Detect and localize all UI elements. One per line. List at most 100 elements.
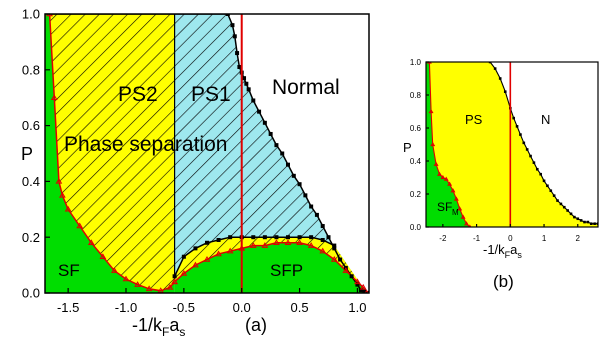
- panel-b-normal-boundary-point: [556, 199, 559, 202]
- panel-b-sf-boundary-point: [457, 206, 463, 211]
- panel-b-sf-boundary-point: [447, 181, 453, 186]
- panel-a-y-tick-label: 0.6: [22, 118, 40, 133]
- panel-a-sfp-upper-point: [274, 235, 279, 240]
- panel-a-normal-boundary-point: [291, 173, 296, 178]
- panel-a-y-tick-label: 0.4: [22, 174, 40, 189]
- panel-b-y-tick-label: 0.8: [410, 91, 422, 100]
- panel-a-region-label-ps2: PS2: [118, 83, 158, 106]
- panel-b-normal-boundary-point: [503, 90, 507, 93]
- panel-a-region-label-phase-separation: Phase separation: [64, 133, 227, 156]
- panel-a-sf-boundary-point: [99, 253, 107, 259]
- x-label-sub-s: s: [179, 325, 185, 339]
- panel-a-x-tick-label: -1.5: [57, 300, 79, 315]
- panel-a-normal-boundary-point: [268, 131, 273, 136]
- panel-a-sfp-lower-point: [192, 261, 199, 268]
- panel-a-y-axis-label: P: [21, 144, 33, 164]
- panel-a-region-label-ps1: PS1: [191, 83, 231, 106]
- panel-b-axes-ticks: -2 -1 0 1 2 0.0 0.2 0.4 0.6 0.8 1.0: [410, 58, 581, 243]
- panel-b-x-tick-label: 0: [508, 234, 513, 243]
- panel-b-y-tick-label: 0.0: [410, 223, 422, 232]
- panel-a-normal-boundary-point: [225, 14, 230, 16]
- panel-a-normal-boundary-point: [286, 162, 290, 167]
- panel-b-normal-boundary-point: [579, 219, 583, 222]
- panel-a-sfp-lower-point: [296, 239, 303, 246]
- x-label-sub-f: F: [162, 325, 169, 339]
- panel-a-normal-boundary-point: [280, 151, 285, 156]
- panel-b-ps-region: [429, 62, 598, 227]
- x-label-main: -1/k: [132, 315, 163, 335]
- panel-a-sfp-lower-point: [307, 242, 315, 248]
- panel-b-normal-boundary-point: [535, 167, 539, 171]
- panel-a-region-label-normal: Normal: [272, 76, 340, 99]
- panel-b-normal-boundary-point: [519, 133, 522, 136]
- panel-a-sf-boundary-point: [64, 205, 72, 212]
- panel-b-x-tick-label: -2: [439, 234, 447, 243]
- panel-a-normal-boundary-point: [314, 212, 319, 217]
- panel-a-sf-boundary-point: [145, 285, 153, 292]
- panel-b-x-axis-label: -1/kFas: [483, 242, 522, 260]
- panel-a-normal-boundary-point: [297, 182, 302, 187]
- panel-a-sfp-lower-point: [226, 247, 234, 254]
- panel-a-normal-boundary-point: [303, 193, 308, 198]
- panel-a-sfp-upper-point: [181, 254, 186, 259]
- panel-a-sfp-lower-point: [273, 239, 280, 246]
- panel-a-label: (a): [245, 315, 267, 335]
- panel-a-sfp-upper-point: [205, 240, 209, 245]
- panel-a-x-tick-label: 0.5: [291, 300, 309, 315]
- panel-a-normal-boundary-point: [338, 257, 343, 262]
- panel-b-x-tick-label: 1: [542, 234, 547, 243]
- panel-a-sfp-upper-point: [228, 235, 233, 240]
- panel-a-x-tick-label: -0.5: [173, 300, 195, 315]
- panel-a-sfp-lower-point: [261, 242, 269, 248]
- panel-a-region-label-sf: SF: [58, 261, 80, 280]
- svg-text:-1/kFas: -1/kFas: [132, 315, 185, 339]
- panel-a-sfp-upper-point: [309, 235, 314, 240]
- panel-b-normal-boundary-point: [562, 205, 566, 209]
- panel-a-normal-boundary-point: [232, 34, 237, 39]
- panel-b-normal-boundary-point: [546, 184, 549, 188]
- panel-a-y-tick-label: 0.2: [22, 230, 40, 245]
- panel-b-normal-boundary-point: [559, 202, 563, 206]
- panel-a-sfp-band-hatching: [174, 237, 367, 293]
- panel-a-sfp-lower-line: [174, 242, 368, 293]
- panel-b-normal-boundary-point: [515, 125, 519, 128]
- panel-a-plot-area: [45, 14, 369, 293]
- panel-b-sf-boundary-point: [443, 176, 449, 181]
- panel-b-normal-boundary-point: [583, 220, 586, 224]
- panel-a-sfp-upper-point: [286, 235, 290, 240]
- panel-a-y-tick-label: 0.0: [22, 286, 40, 301]
- panel-b-normal-boundary-point: [589, 222, 593, 225]
- x-label-mid: a: [169, 315, 180, 335]
- panel-b-sf-boundary-point: [440, 174, 446, 180]
- panel-b-y-tick-label: 0.2: [410, 190, 422, 199]
- panel-a-sfp-upper-point: [262, 235, 267, 240]
- panel-a-normal-boundary-point: [235, 51, 240, 56]
- panel-a-normal-boundary-point: [358, 288, 363, 293]
- panel-a-normal-boundary-point: [274, 143, 279, 148]
- panel-a-sf-boundary-point: [87, 239, 95, 246]
- panel-a-x-axis-label: -1/kFas: [132, 315, 185, 339]
- panel-a-sf-boundary-point: [55, 177, 63, 184]
- panel-a-sfp-upper-point: [193, 246, 198, 251]
- panel-b-region-label-ps: PS: [465, 112, 483, 127]
- panel-a-normal-boundary-point: [309, 204, 314, 209]
- b-x-label-mid: a: [510, 242, 518, 257]
- panel-b-sf-boundary-point: [463, 221, 469, 226]
- panel-b-normal-boundary-point: [488, 62, 492, 64]
- panel-a-normal-boundary-point: [332, 246, 337, 251]
- panel-a-normal-boundary-point: [230, 23, 235, 28]
- panel-a-ps2-hatching: [49, 14, 175, 291]
- panel-a-sfp-lower-point: [342, 267, 350, 273]
- panel-b-normal-boundary-point: [549, 189, 553, 192]
- panel-b-sf-region: [426, 62, 470, 227]
- panel-a-sfp-upper-point: [297, 235, 302, 240]
- panel-a-sfp-upper-point: [332, 243, 337, 248]
- panel-a-sf-boundary-point: [76, 222, 84, 229]
- panel-a-sfp-lower-point: [359, 283, 367, 290]
- panel-a-sf-boundary-point: [46, 14, 54, 17]
- panel-b-region-label-n: N: [541, 112, 550, 127]
- panel-b-sf-boundary-point: [453, 196, 459, 201]
- panel-b-normal-boundary-point: [576, 217, 580, 221]
- panel-b-boundary-lines: [426, 62, 598, 227]
